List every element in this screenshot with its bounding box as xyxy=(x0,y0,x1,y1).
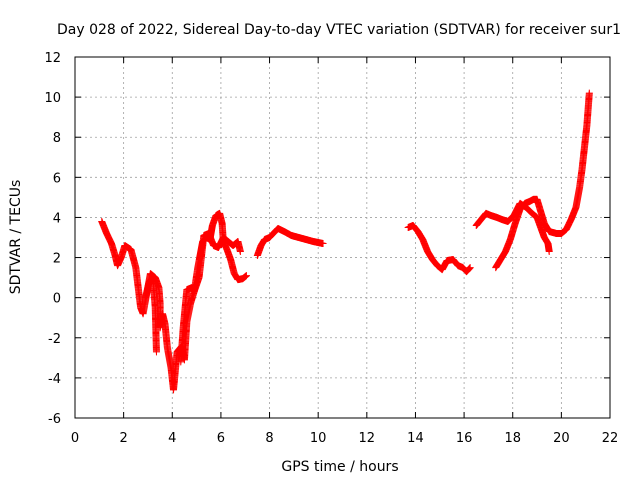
y-tick-label: 2 xyxy=(53,252,61,267)
x-tick-label: 8 xyxy=(265,431,273,446)
plot-frame xyxy=(74,56,611,419)
x-axis-label: GPS time / hours xyxy=(281,459,398,475)
y-tick-label: 6 xyxy=(53,171,61,186)
y-tick-label: -6 xyxy=(48,412,61,427)
data-point xyxy=(545,248,553,256)
y-tick-label: 12 xyxy=(44,51,61,66)
grid xyxy=(75,57,610,418)
x-tick-label: 10 xyxy=(310,431,327,446)
y-tick-label: -4 xyxy=(48,372,61,387)
axes xyxy=(74,56,611,419)
series-segment-4 xyxy=(253,224,327,260)
data-points xyxy=(98,89,593,394)
data-point xyxy=(152,348,160,356)
y-axis-label: SDTVAR / TECUs xyxy=(8,180,24,295)
x-tick-label: 22 xyxy=(602,431,619,446)
x-tick-label: 18 xyxy=(504,431,521,446)
series-segment-7 xyxy=(492,89,593,272)
y-tick-label: 8 xyxy=(53,131,61,146)
x-tick-label: 0 xyxy=(71,431,79,446)
x-tick-label: 14 xyxy=(407,431,424,446)
data-point xyxy=(236,248,244,256)
series-segment-2 xyxy=(142,274,160,356)
x-tick-label: 12 xyxy=(359,431,376,446)
data-point xyxy=(242,272,250,280)
data-point xyxy=(466,264,474,272)
y-tick-label: 10 xyxy=(44,91,61,106)
y-tick-label: -2 xyxy=(48,332,61,347)
tick-labels: 0 2 4 6 8 10 12 14 16 18 20 22 -6 -4 -2 0 2 4 6 8 10 12 xyxy=(44,51,618,446)
data-point xyxy=(585,89,593,97)
x-tick-label: 2 xyxy=(119,431,127,446)
series-segment-6 xyxy=(472,199,553,256)
x-tick-label: 4 xyxy=(168,431,176,446)
x-tick-label: 6 xyxy=(217,431,225,446)
y-tick-label: 0 xyxy=(53,292,61,307)
x-tick-label: 16 xyxy=(456,431,473,446)
x-tick-label: 20 xyxy=(553,431,570,446)
data-point xyxy=(319,240,327,248)
series-segment-5 xyxy=(404,221,474,276)
series-segment-3 xyxy=(177,229,244,366)
y-tick-label: 4 xyxy=(53,211,61,226)
chart-title: Day 028 of 2022, Sidereal Day-to-day VTE… xyxy=(57,22,621,38)
